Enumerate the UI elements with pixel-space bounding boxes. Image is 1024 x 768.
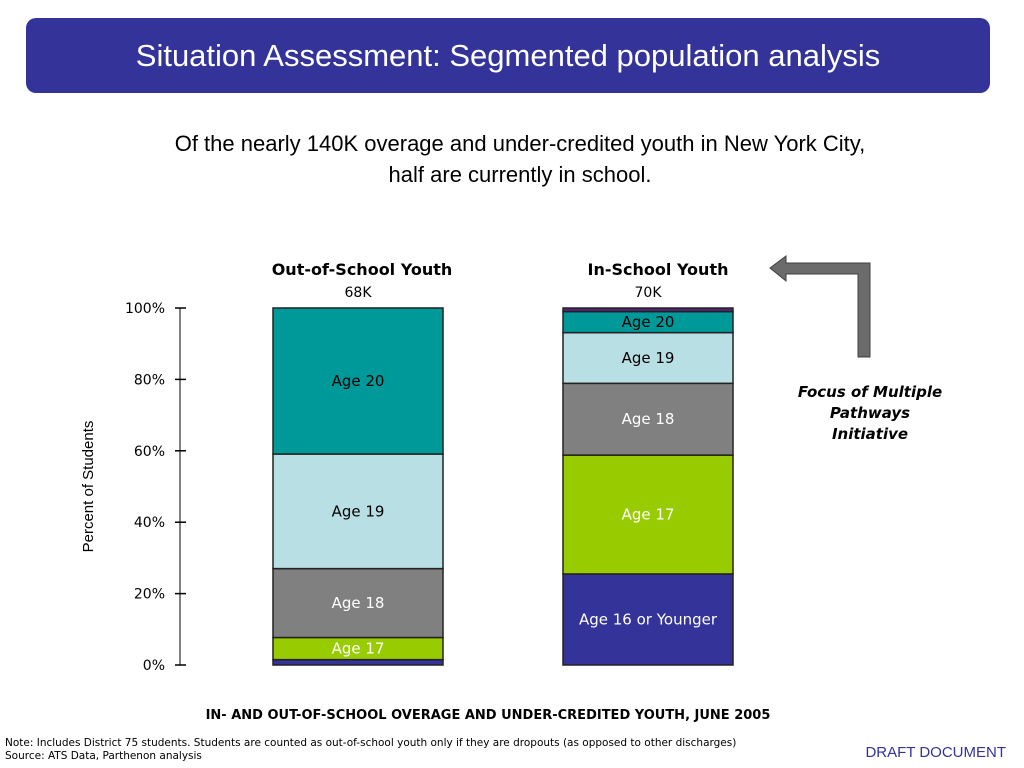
note-text: Note: Includes District 75 students. Stu… <box>5 737 737 749</box>
segment-label: Age 17 <box>332 640 385 658</box>
segment-label: Age 17 <box>622 506 675 524</box>
y-axis: 0% 20% 40% 60% 80% 100% Percent of Students <box>80 301 186 674</box>
bar-segment <box>562 331 734 385</box>
category-total: 70K <box>635 285 663 301</box>
bar-segment <box>562 454 734 575</box>
y-axis-label: Percent of Students <box>80 421 97 553</box>
page-title: Situation Assessment: Segmented populati… <box>135 38 881 73</box>
bars: Age 17 Age 18 Age 19 Age 20 Age 16 or Younge… <box>272 307 734 666</box>
segment-label: Age 20 <box>332 372 385 390</box>
draft-label: DRAFT DOCUMENT <box>865 744 1006 761</box>
y-tick-label: 60% <box>134 444 165 460</box>
segment-label: Age 18 <box>622 410 675 428</box>
stacked-bar-chart: 0% 20% 40% 60% 80% 100% Percent of Students Ag… <box>80 255 871 674</box>
y-tick-label: 80% <box>134 372 165 388</box>
bar-segment <box>272 567 444 639</box>
y-tick-label: 20% <box>134 587 165 603</box>
category-labels: Out-of-School Youth 68K In-School Youth 70K <box>272 260 729 301</box>
source-text: Source: ATS Data, Parthenon analysis <box>5 750 202 762</box>
segment-label: Age 18 <box>332 594 385 612</box>
focus-label-line-1: Focus of Multiple <box>797 383 943 401</box>
bar-segment <box>272 658 444 666</box>
subtitle-line-2: half are currently in school. <box>388 162 652 187</box>
category-total: 68K <box>345 285 373 301</box>
title-banner: Situation Assessment: Segmented populati… <box>26 18 990 93</box>
bar-segment <box>272 453 444 570</box>
focus-label-line-3: Initiative <box>831 425 909 443</box>
elbow-arrow-icon <box>769 255 871 358</box>
segment-label: Age 19 <box>622 349 675 367</box>
chart-caption: IN- AND OUT-OF-SCHOOL OVERAGE AND UNDER-… <box>205 708 771 723</box>
category-label: In-School Youth <box>588 260 729 279</box>
segment-label: Age 19 <box>332 502 385 520</box>
focus-callout-label: Focus of Multiple Pathways Initiative <box>770 382 970 445</box>
y-tick-label: 40% <box>134 515 165 531</box>
y-tick-label: 100% <box>125 301 165 317</box>
category-label: Out-of-School Youth <box>272 260 453 279</box>
bar-segment <box>562 382 734 456</box>
subtitle-line-1: Of the nearly 140K overage and under-cre… <box>174 131 866 156</box>
subtitle: Of the nearly 140K overage and under-cre… <box>60 128 980 190</box>
segment-label: Age 20 <box>622 313 675 331</box>
y-tick-label: 0% <box>143 658 165 674</box>
arrow-shape <box>769 255 871 358</box>
footnote: Note: Includes District 75 students. Stu… <box>5 737 736 763</box>
bar-segment <box>562 307 734 313</box>
bar-segment <box>272 307 444 455</box>
focus-label-line-2: Pathways <box>829 404 911 422</box>
segment-label: Age 16 or Younger <box>579 610 718 628</box>
